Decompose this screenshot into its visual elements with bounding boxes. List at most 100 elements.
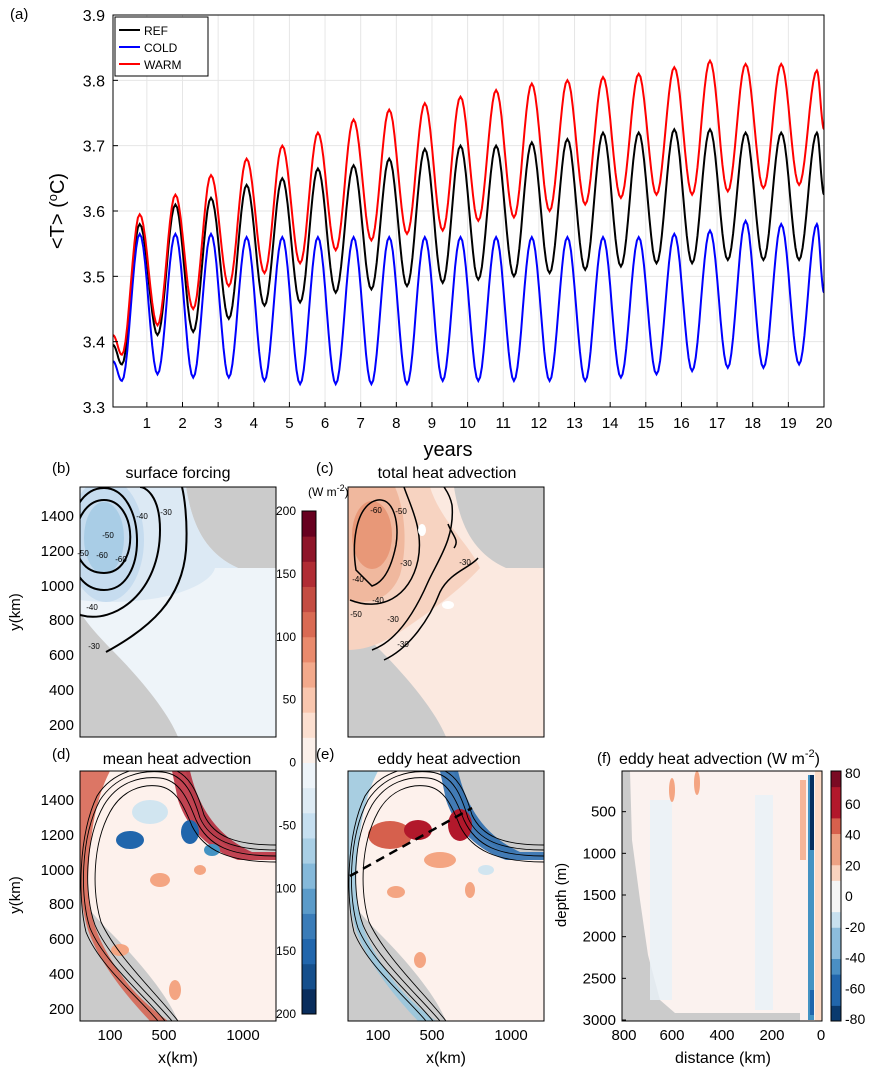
- streamlines: [80, 771, 276, 1021]
- white-patch: [418, 524, 426, 536]
- panel-f-ylabel: depth (m): [553, 863, 570, 927]
- panel-e-title: eddy heat advection: [377, 751, 520, 768]
- x-tick-label: 7: [357, 415, 365, 432]
- panel-b: (b) surface forcing -30 -40 -50 -60 -60 -50 -4…: [7, 460, 277, 738]
- x-tick-label: 9: [428, 415, 436, 432]
- warm-patch: [387, 886, 405, 898]
- streamlines: [348, 771, 544, 1021]
- x-tick-label: 16: [673, 415, 690, 432]
- x-tick-label: 100: [365, 1027, 390, 1044]
- x-tick-label: 6: [321, 415, 329, 432]
- colorbar-step: [302, 611, 316, 638]
- cool-band: [650, 800, 672, 1000]
- colorbar-step: [302, 863, 316, 889]
- colorbar-tick-label: 200: [276, 504, 296, 518]
- colorbar-f-tick-label: -40: [845, 950, 865, 966]
- y-tick-label: 200: [49, 1001, 74, 1018]
- warm-patch: [150, 873, 170, 887]
- panel-a-xlabel: years: [424, 439, 473, 461]
- panel-d-map: [80, 771, 276, 1021]
- colorbar-frame: [301, 510, 317, 1015]
- contour-label: -40: [86, 603, 98, 612]
- y-tick-label: 2000: [583, 929, 616, 946]
- cold-core: [810, 775, 814, 850]
- x-tick-label: 19: [780, 415, 797, 432]
- x-tick-label: 5: [285, 415, 293, 432]
- colorbar-tick-label: -100: [272, 881, 296, 895]
- contour-label: -60: [370, 506, 382, 515]
- contour-line: [371, 487, 454, 651]
- colorbar-f-tick-label: 40: [845, 827, 861, 843]
- x-tick-label: 4: [250, 415, 258, 432]
- contour-label: -30: [400, 559, 412, 568]
- legend-label-warm: WARM: [144, 58, 182, 72]
- colorbar-f-frame: [830, 770, 842, 1022]
- y-tick-label: 3000: [583, 1012, 616, 1029]
- colorbar-f-tick-label: 0: [845, 888, 853, 904]
- colorbar-step: [831, 864, 841, 881]
- panel-e-label: (e): [316, 746, 334, 763]
- series-line-cold: [113, 218, 824, 387]
- mean-advection-north-boundary: [172, 771, 276, 860]
- contour-line: [353, 499, 398, 587]
- panel-d-xlabel: x(km): [158, 1050, 198, 1067]
- y-tick-label: 1200: [41, 543, 74, 560]
- panel-c: (c) total heat advection -60 -50 -40 -30 -50…: [316, 460, 545, 738]
- warm-patch: [669, 778, 675, 802]
- x-tick-label: 0: [817, 1027, 825, 1044]
- white-patch: [442, 601, 454, 609]
- panel-c-label: (c): [316, 460, 334, 477]
- panel-f-label: (f): [597, 750, 611, 767]
- colorbar-step: [302, 988, 316, 1015]
- panel-e-frame: [347, 770, 545, 1022]
- panel-f: (f) eddy heat advection (W m-2) 800 600 40…: [553, 748, 865, 1067]
- y-tick-label: 400: [49, 966, 74, 983]
- contour-label: -40: [136, 512, 148, 521]
- advection-band-60: [352, 501, 392, 569]
- panel-f-section: [622, 771, 822, 1021]
- x-tick-label: 1000: [494, 1027, 527, 1044]
- y-tick-label: 1400: [41, 792, 74, 809]
- x-tick-label: 500: [151, 1027, 176, 1044]
- colorbar-f-tick-label: -80: [845, 1011, 865, 1027]
- contour-label: -40: [372, 596, 384, 605]
- panel-d-ylabel: y(km): [7, 876, 24, 914]
- y-tick-label: 800: [49, 612, 74, 629]
- contour-line: [105, 487, 188, 653]
- colorbar-step: [302, 938, 316, 965]
- colorbar-step: [302, 812, 316, 839]
- contour-label: -30: [459, 558, 471, 567]
- colorbar-tick-label: 0: [289, 756, 296, 770]
- panel-e-xticks: 100 500 1000: [365, 1027, 527, 1044]
- colorbar-step: [831, 817, 841, 835]
- x-tick-label: 1000: [226, 1027, 259, 1044]
- y-tick-label: 3.5: [83, 269, 105, 286]
- colorbar-f: 80 60 40 20 0 -20 -40 -60 -80: [830, 765, 865, 1027]
- contour-label: -30: [387, 615, 399, 624]
- colorbar-tick-label: -200: [272, 1007, 296, 1021]
- colorbar-step: [831, 786, 841, 803]
- colorbar-step: [302, 687, 316, 713]
- y-tick-label: 500: [591, 804, 616, 821]
- warm-patch: [694, 771, 700, 795]
- panel-a-label: (a): [10, 6, 28, 23]
- colorbar-step: [831, 1005, 841, 1022]
- warm-patch: [465, 882, 475, 898]
- x-tick-label: 12: [531, 415, 548, 432]
- y-tick-label: 800: [49, 896, 74, 913]
- panel-c-frame: [347, 486, 545, 738]
- y-tick-label: 3.6: [83, 204, 105, 221]
- colorbar-tick-label: 100: [276, 630, 296, 644]
- cold-patch: [204, 844, 220, 856]
- colorbar-step: [831, 880, 841, 897]
- contour-line: [80, 487, 162, 618]
- section-line: [349, 806, 473, 878]
- warm-patch: [424, 852, 456, 868]
- y-tick-label: 3.8: [83, 73, 105, 90]
- series-line-warm: [113, 58, 824, 356]
- colorbar-step: [302, 737, 316, 763]
- x-tick-label: 8: [392, 415, 400, 432]
- y-tick-label: 600: [49, 647, 74, 664]
